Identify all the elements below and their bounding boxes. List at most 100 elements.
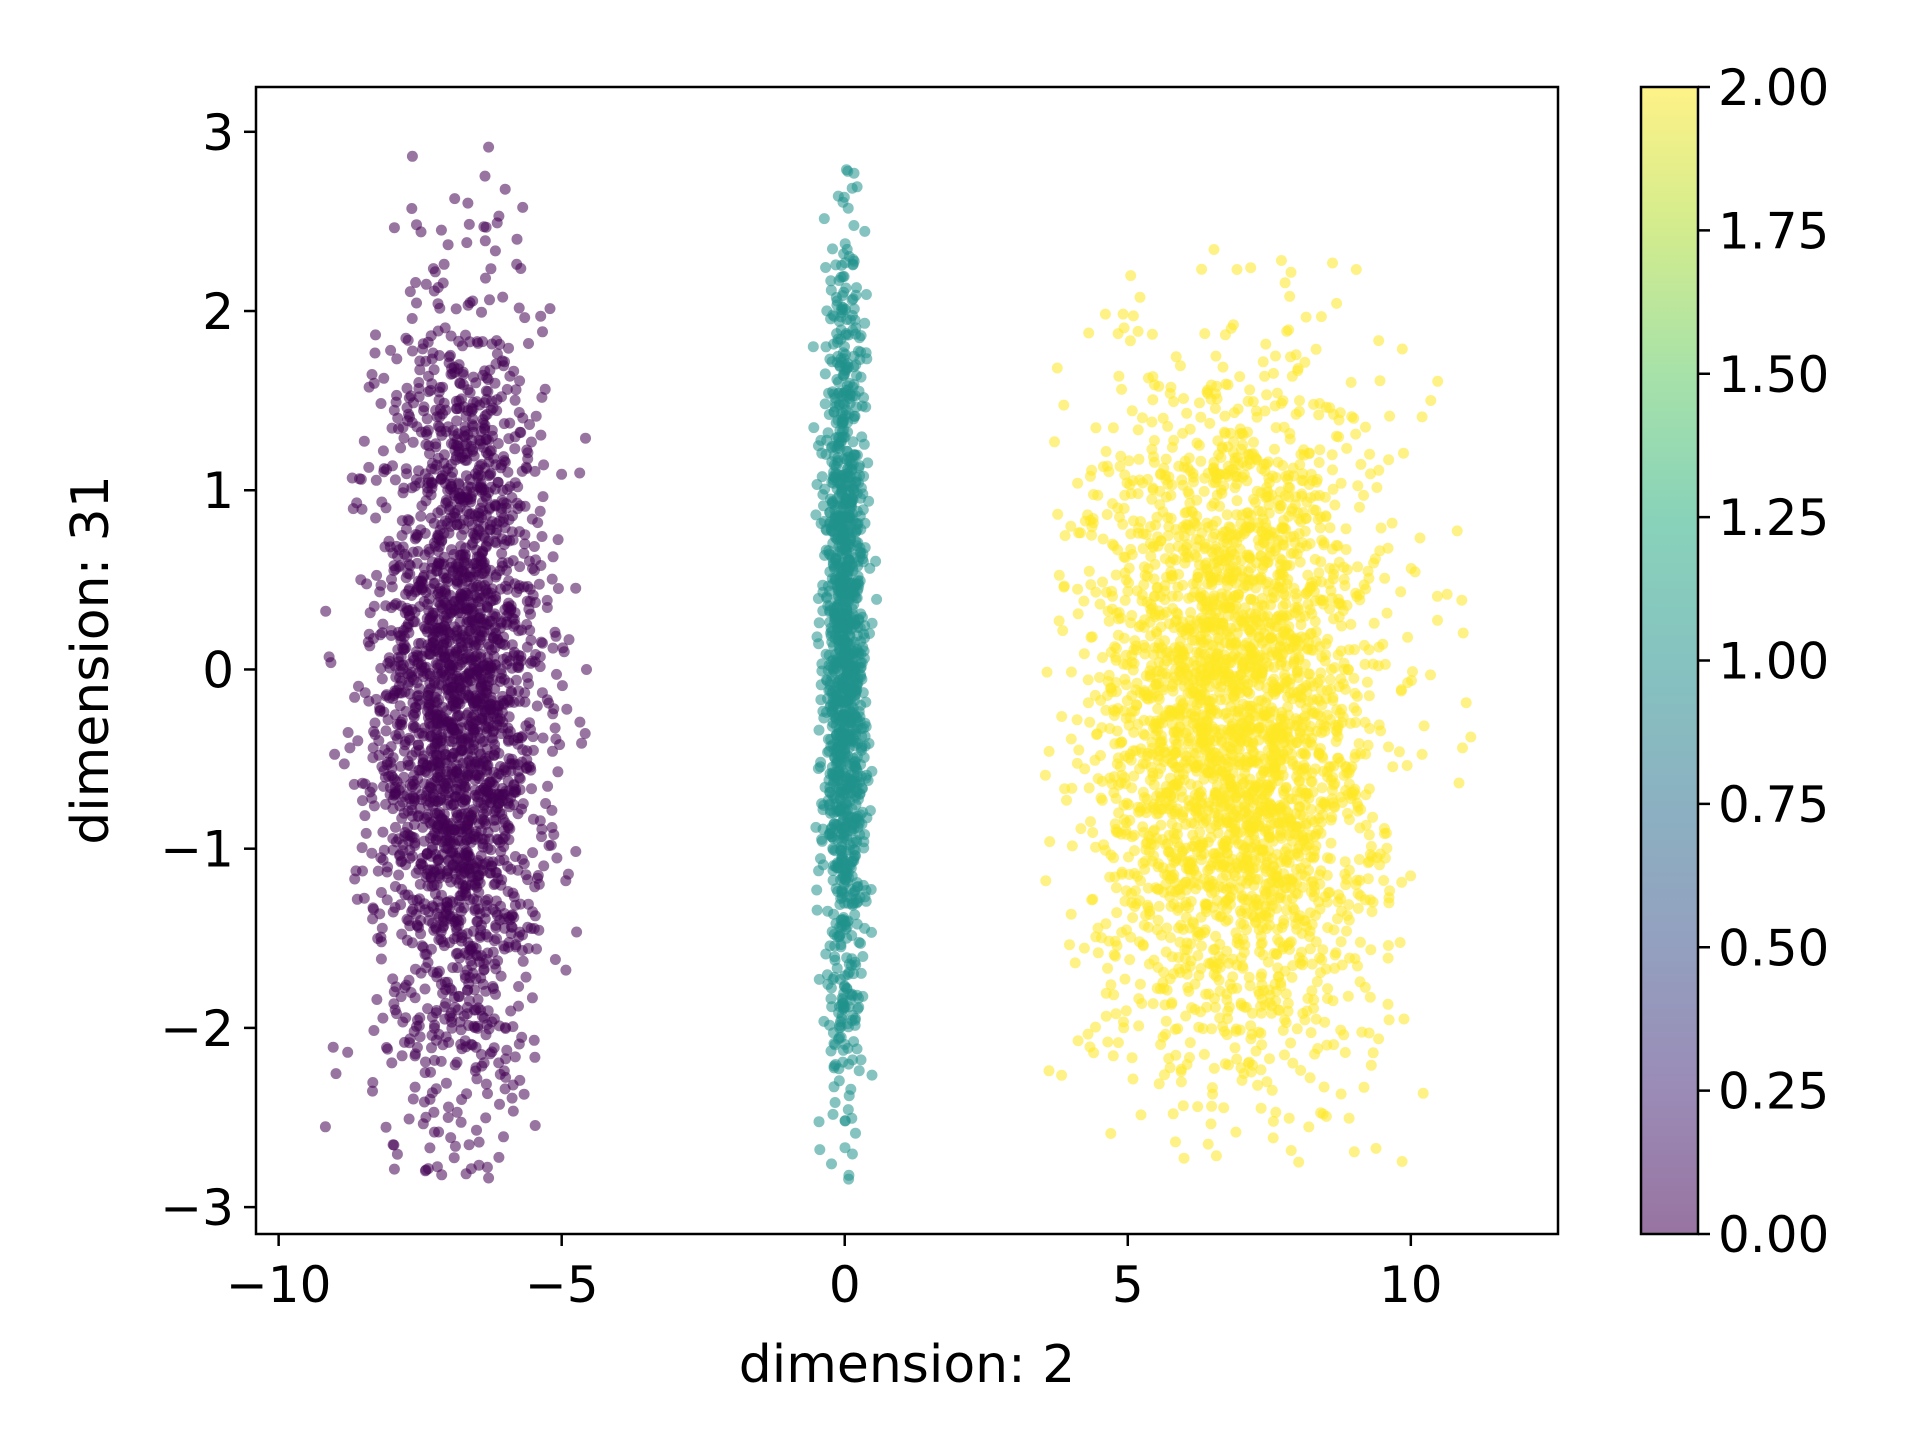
scatter-point [496, 548, 508, 559]
scatter-point [1381, 607, 1393, 619]
scatter-point [826, 767, 838, 779]
scatter-point [451, 673, 463, 685]
scatter-point [520, 461, 532, 473]
scatter-point [486, 1016, 498, 1028]
scatter-point [404, 760, 416, 772]
scatter-point [453, 477, 465, 489]
scatter-point [414, 355, 426, 367]
scatter-point [501, 383, 513, 395]
scatter-point [846, 776, 858, 788]
scatter-point [415, 226, 427, 238]
scatter-point [440, 1077, 452, 1089]
scatter-point [850, 1127, 861, 1139]
scatter-point [360, 827, 372, 839]
scatter-point [423, 386, 434, 398]
scatter-point [828, 744, 840, 756]
scatter-point [1294, 395, 1305, 407]
scatter-point [449, 867, 461, 879]
scatter-point [410, 702, 422, 714]
scatter-point [1126, 1052, 1138, 1064]
scatter-point [846, 988, 858, 1000]
scatter-point [855, 1054, 867, 1066]
scatter-point [529, 910, 541, 922]
scatter-point [325, 657, 337, 669]
scatter-point [1127, 1073, 1139, 1085]
scatter-point [434, 382, 446, 393]
scatter-point [466, 434, 478, 446]
scatter-point [811, 631, 823, 643]
scatter-point [472, 337, 484, 349]
scatter-point [513, 649, 525, 661]
scatter-point [356, 503, 368, 515]
scatter-point [855, 330, 867, 342]
scatter-point [445, 1132, 457, 1144]
scatter-point [488, 814, 500, 826]
scatter-point [562, 868, 574, 880]
scatter-point [396, 530, 408, 541]
scatter-point [410, 867, 422, 879]
scatter-point [859, 317, 871, 329]
scatter-point [424, 710, 436, 722]
scatter-point [1107, 1050, 1119, 1062]
scatter-point [520, 869, 532, 881]
scatter-point [546, 822, 558, 833]
scatter-point [816, 447, 828, 459]
scatter-point [522, 453, 534, 465]
scatter-point [433, 1126, 445, 1138]
scatter-point [453, 826, 465, 838]
scatter-point [513, 407, 525, 418]
scatter-point [408, 770, 420, 781]
scatter-point [827, 1108, 839, 1120]
scatter-point [484, 564, 496, 576]
scatter-point [1358, 1081, 1370, 1093]
scatter-point [1267, 1132, 1279, 1144]
scatter-point [476, 813, 488, 825]
scatter-point [502, 466, 514, 478]
scatter-point [438, 595, 450, 607]
scatter-point [825, 993, 837, 1005]
scatter-point [460, 1168, 472, 1180]
scatter-point [1119, 973, 1131, 985]
scatter-point [514, 375, 526, 387]
scatter-point [515, 427, 527, 438]
scatter-point [503, 433, 515, 445]
scatter-point [464, 833, 476, 845]
scatter-point [386, 573, 397, 585]
scatter-point [391, 1148, 403, 1160]
scatter-point [442, 239, 454, 251]
scatter-point [1279, 277, 1291, 289]
scatter-point [390, 821, 401, 833]
scatter-point [442, 716, 454, 728]
scatter-point [821, 592, 833, 604]
scatter-point [428, 578, 440, 590]
scatter-point [491, 405, 503, 417]
scatter-point [490, 358, 502, 370]
scatter-point [1195, 455, 1207, 467]
scatter-point [407, 1093, 419, 1105]
scatter-point [512, 864, 524, 876]
scatter-point [377, 826, 389, 838]
scatter-point [842, 514, 854, 526]
scatter-point [432, 855, 444, 866]
scatter-point [1094, 598, 1106, 610]
scatter-point [473, 1159, 485, 1171]
scatter-point [414, 878, 426, 890]
scatter-point [473, 870, 485, 881]
scatter-point [503, 834, 515, 846]
scatter-point [431, 565, 443, 577]
scatter-point [836, 259, 848, 271]
scatter-point [455, 914, 467, 926]
scatter-point [473, 507, 485, 519]
scatter-point [451, 1106, 463, 1118]
scatter-point [420, 1056, 431, 1068]
scatter-point [579, 728, 591, 739]
scatter-point [389, 1004, 401, 1016]
scatter-point [467, 420, 479, 432]
scatter-point [484, 523, 496, 535]
scatter-point [1105, 1128, 1117, 1139]
scatter-point [338, 758, 350, 770]
scatter-point [811, 904, 823, 916]
scatter-point [497, 291, 509, 303]
scatter-point [467, 371, 479, 383]
scatter-point [456, 625, 468, 636]
